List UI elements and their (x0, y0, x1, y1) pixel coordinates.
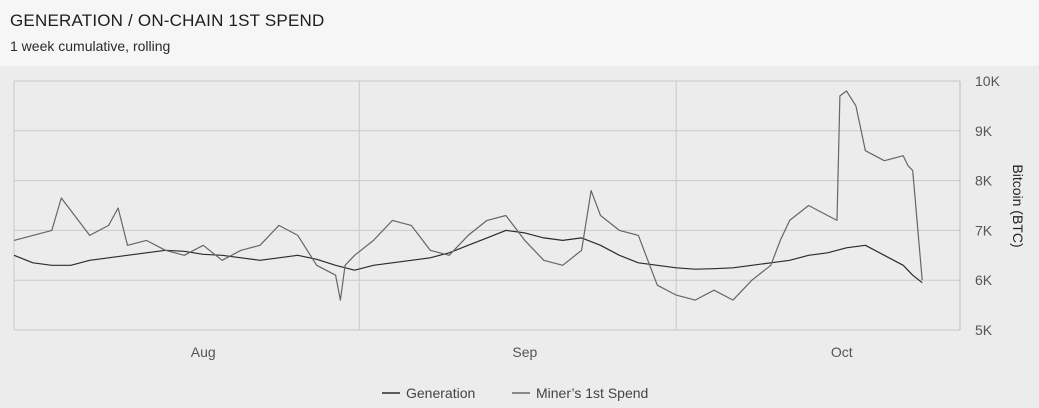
series-line-generation (13, 229, 923, 284)
chart-title: GENERATION / ON-CHAIN 1ST SPEND (10, 11, 325, 30)
legend-label: Generation (406, 385, 475, 401)
x-tick-label: Aug (191, 344, 216, 360)
y-tick-label: 6K (975, 272, 993, 288)
y-tick-label: 9K (975, 123, 993, 139)
series-line-miners-1st-spend (13, 90, 923, 301)
chart-subtitle: 1 week cumulative, rolling (10, 38, 171, 54)
y-tick-label: 5K (975, 322, 993, 338)
legend-label: Miner’s 1st Spend (536, 385, 648, 401)
chart-header: GENERATION / ON-CHAIN 1ST SPEND 1 week c… (0, 0, 1039, 66)
chart-series (13, 90, 923, 301)
y-axis: 5K 6K 7K 8K 9K 10K (975, 73, 1001, 338)
y-tick-label: 10K (975, 73, 1001, 89)
y-tick-label: 8K (975, 173, 993, 189)
y-axis-label: Bitcoin (BTC) (1010, 164, 1026, 247)
chart-grid (13, 80, 961, 331)
x-tick-label: Oct (831, 344, 853, 360)
y-tick-label: 7K (975, 222, 993, 238)
x-axis: Aug Sep Oct (191, 344, 853, 360)
chart-legend: Generation Miner’s 1st Spend (382, 385, 648, 401)
x-tick-label: Sep (512, 344, 537, 360)
